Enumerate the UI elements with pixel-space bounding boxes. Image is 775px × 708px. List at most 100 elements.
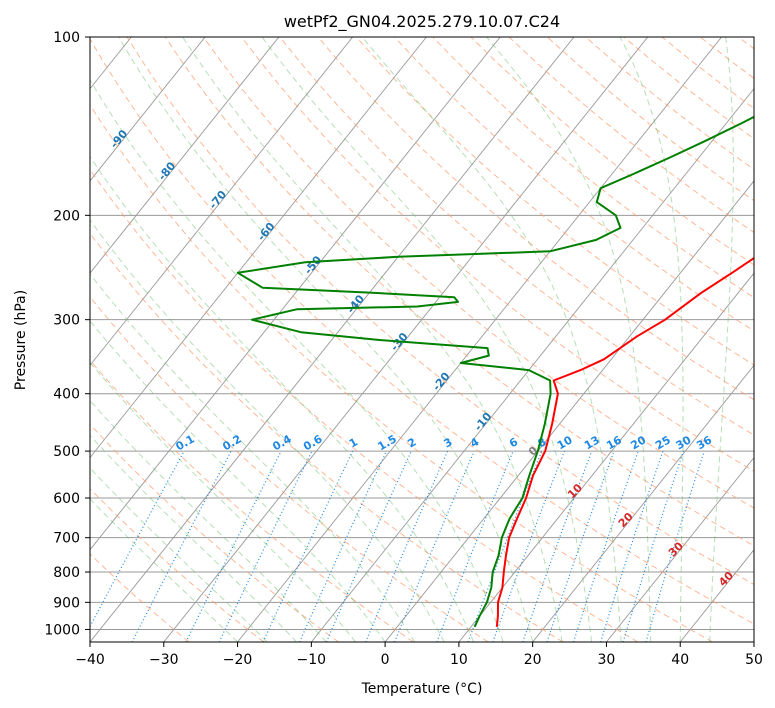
dry-adiabat-line [738, 37, 754, 50]
y-tick-label: 200 [53, 208, 80, 224]
dry-adiabat-label: -70 [207, 188, 230, 212]
x-tick-label: −30 [149, 652, 179, 668]
isotherm-line [90, 37, 575, 642]
isotherm-line [679, 549, 754, 642]
isotherm-line [90, 37, 206, 182]
x-tick-label: 20 [524, 652, 542, 668]
x-tick-label: 10 [450, 652, 468, 668]
chart-title: wetPf2_GN04.2025.279.10.07.C24 [284, 12, 560, 32]
dry-adiabat-label: -80 [156, 159, 179, 183]
x-tick-label: −10 [297, 652, 327, 668]
moist-adiabat-line [90, 78, 504, 642]
dry-adiabat-line [126, 37, 754, 586]
mixing-ratio-line [131, 450, 232, 642]
mixing-ratio-line [467, 450, 543, 642]
y-tick-label: 100 [53, 30, 80, 46]
y-axis-ticks: 100 200 300 400 500 600 700 800 900 1000 [44, 30, 90, 638]
isotherm-line [532, 364, 754, 642]
y-tick-label: 1000 [44, 622, 80, 638]
moist-adiabat-line [90, 498, 238, 642]
mixing-ratio-label: 4 [468, 435, 481, 450]
isotherm-line [458, 272, 754, 642]
mixing-ratio-label: 1 [347, 435, 360, 450]
isotherm-line [90, 37, 280, 274]
mixing-ratio-label: 0.6 [301, 432, 325, 453]
moist-adiabat-line [90, 467, 268, 642]
moist-adiabat-line [118, 37, 534, 642]
mixing-ratio-line [394, 450, 475, 642]
moist-adiabat-label: 30 [666, 539, 686, 559]
mixing-ratio-label: 10 [555, 433, 575, 452]
dry-adiabat-line [355, 37, 754, 366]
mixing-ratio-line [645, 450, 705, 642]
dry-adiabat-line [699, 37, 754, 79]
moist-adiabat-line [709, 37, 734, 642]
x-tick-label: 30 [598, 652, 616, 668]
mixing-ratio-label: 20 [628, 433, 648, 452]
mixing-ratio-label: 25 [653, 433, 673, 452]
moist-adiabat-line [261, 37, 593, 642]
x-tick-label: 0 [381, 652, 390, 668]
mixing-ratio-line [600, 450, 664, 642]
mixing-ratio-line [90, 450, 185, 628]
isotherm-line [237, 37, 722, 642]
mixing-ratio-label: 0.4 [270, 432, 294, 453]
mixing-ratio-line [365, 450, 449, 642]
isotherm-line [90, 37, 501, 551]
moist-adiabat-line [619, 37, 684, 642]
dry-adiabat-line [508, 37, 754, 234]
dry-adiabat-line [317, 37, 754, 401]
moist-adiabat-line [361, 37, 622, 642]
mixing-ratio-label: 1.5 [375, 432, 398, 453]
mixing-ratio-line [185, 450, 282, 642]
mixing-ratio-line [622, 450, 685, 642]
dry-adiabat-label: -40 [344, 292, 367, 316]
isotherm-line [90, 37, 427, 459]
temperature-profile-line [495, 256, 754, 628]
isotherm-line [753, 641, 754, 642]
sounding-profiles [236, 115, 754, 628]
mixing-ratio-line [492, 450, 566, 642]
y-tick-label: 700 [53, 531, 80, 547]
x-axis-ticks: −40 −30 −20 −10 0 10 20 30 40 50 [75, 642, 763, 668]
mixing-ratio-label: 16 [604, 433, 624, 452]
x-axis-label: Temperature (°C) [361, 681, 483, 697]
mixing-ratio-label: 30 [674, 433, 694, 452]
moist-adiabat-line [90, 434, 297, 642]
dry-adiabats [90, 37, 754, 642]
moist-adiabat-line [90, 320, 386, 642]
x-tick-label: 50 [745, 652, 763, 668]
dry-adiabat-line [90, 296, 489, 642]
mixing-ratio-line [436, 450, 514, 642]
dry-adiabat-line [470, 37, 754, 266]
moist-adiabat-line [182, 37, 563, 642]
isotherm-line [90, 37, 354, 367]
dry-adiabat-label: -100 [61, 87, 89, 117]
mixing-ratio-lines [90, 450, 705, 642]
isotherm-line [606, 456, 754, 642]
y-tick-label: 500 [53, 444, 80, 460]
dry-adiabat-label: -10 [472, 410, 495, 434]
dry-adiabat-line [394, 37, 754, 332]
y-axis-label: Pressure (hPa) [13, 290, 29, 390]
mixing-ratio-line [325, 450, 412, 642]
dry-adiabat-line [202, 37, 754, 509]
skewed-isotherms [90, 37, 754, 642]
moist-adiabats [90, 37, 734, 642]
plot-frame [89, 36, 755, 643]
moist-adiabat-line [90, 155, 475, 642]
mixing-ratio-label: 3 [442, 435, 455, 450]
moist-adiabat-line [90, 273, 416, 642]
dry-adiabat-label: -20 [430, 370, 453, 394]
y-tick-label: 600 [53, 491, 80, 507]
moist-adiabat-line [90, 361, 356, 642]
mixing-ratio-label: 2 [405, 435, 418, 450]
moist-adiabat-line [486, 37, 652, 642]
dry-adiabat-line [432, 37, 754, 299]
dry-adiabat-line [90, 553, 190, 642]
mixing-ratio-label: 13 [582, 433, 602, 452]
mixing-ratio-label: 6 [507, 435, 520, 450]
y-tick-label: 300 [53, 313, 80, 329]
mixing-ratio-line [299, 450, 388, 642]
